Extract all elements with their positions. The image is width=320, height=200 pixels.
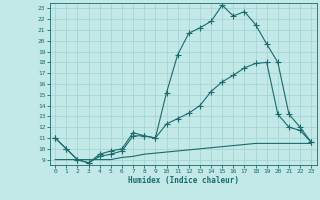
X-axis label: Humidex (Indice chaleur): Humidex (Indice chaleur): [128, 176, 239, 185]
